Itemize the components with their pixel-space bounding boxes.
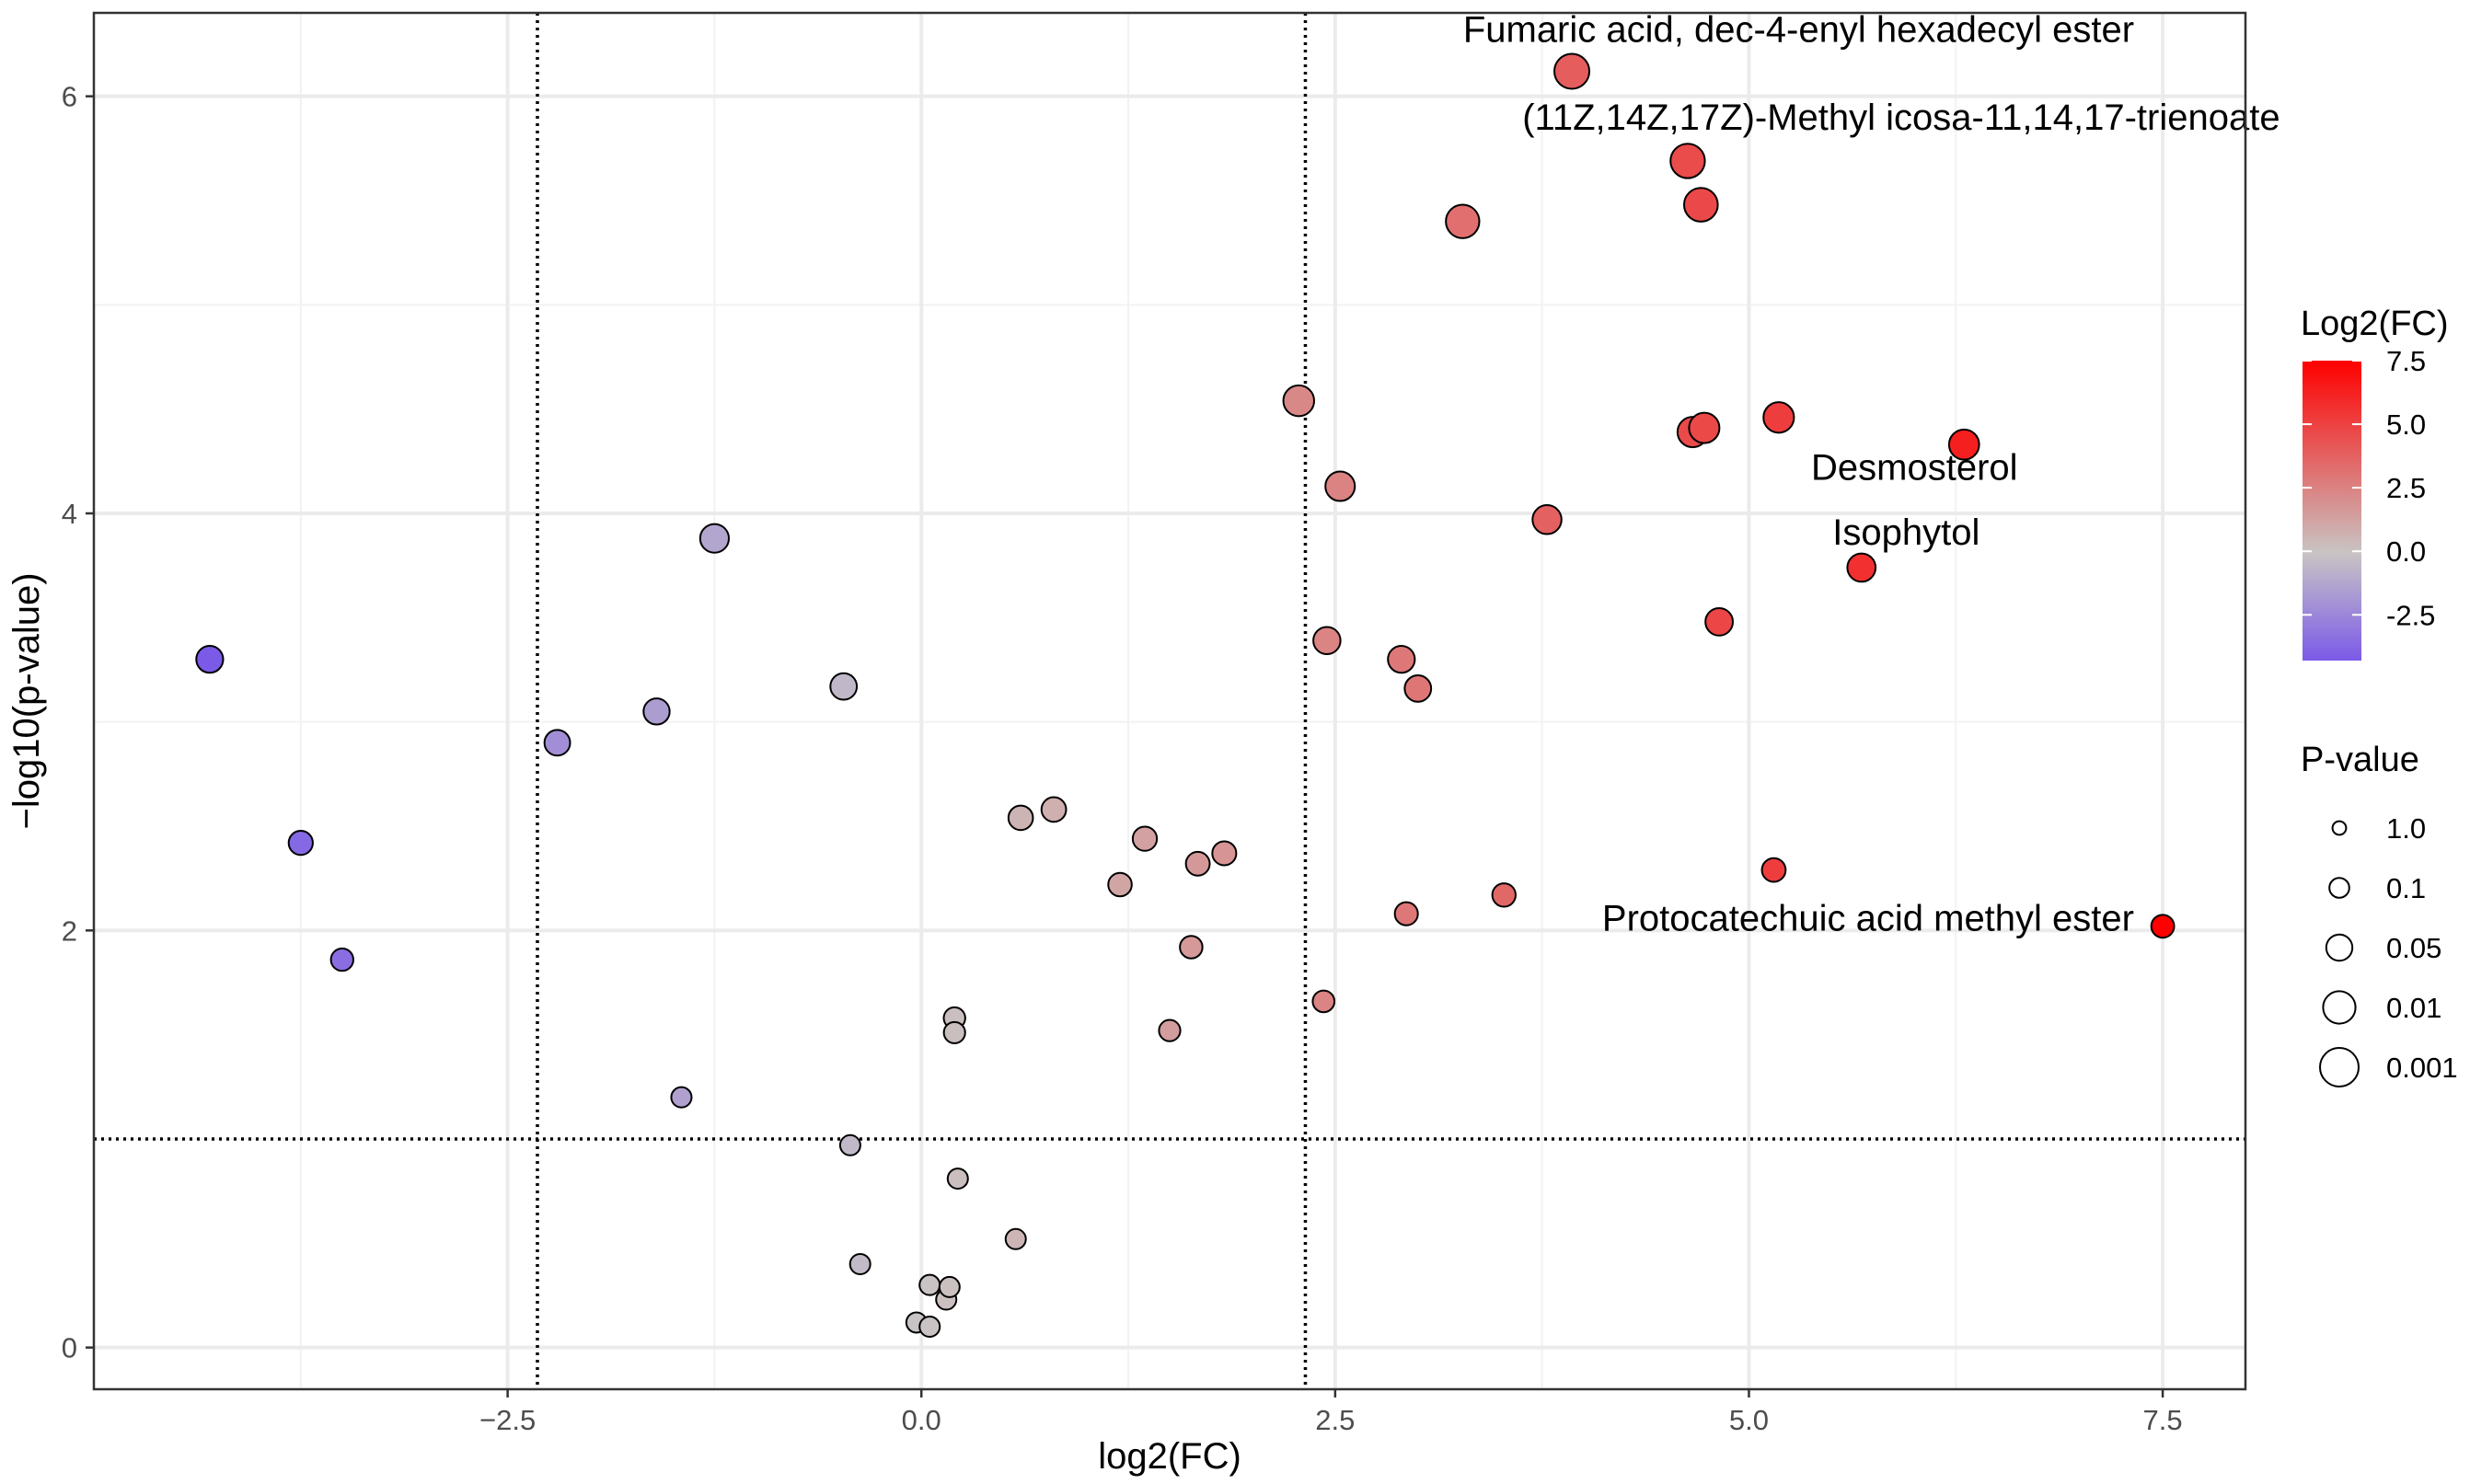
data-point [1311, 989, 1336, 1014]
y-tick-label: 0 [62, 1332, 77, 1364]
y-axis: 0 2 4 6 [62, 81, 94, 1364]
data-points [195, 52, 2176, 1338]
size-legend-key [2325, 933, 2354, 962]
data-point [1040, 796, 1068, 823]
data-point [642, 697, 671, 726]
data-point [918, 1273, 941, 1296]
data-point [838, 1133, 861, 1156]
data-point [1007, 804, 1034, 832]
data-point [1107, 871, 1133, 898]
data-point [1387, 645, 1416, 674]
data-point [1312, 626, 1342, 656]
x-tick-label: 5.0 [1729, 1404, 1769, 1436]
threshold-lines [94, 13, 2245, 1389]
size-legend-entries: 1.0 0.1 0.05 0.01 0.001 [2319, 812, 2458, 1087]
size-legend-title: P-value [2301, 741, 2419, 779]
color-legend-ticks: 7.5 5.0 2.5 0.0 -2.5 [2303, 345, 2435, 631]
data-point [829, 672, 859, 701]
data-point [1179, 935, 1204, 960]
x-axis-title: log2(FC) [1098, 1436, 1241, 1477]
y-tick-label: 6 [62, 81, 77, 113]
data-point-labelled [2150, 914, 2176, 939]
data-point [1282, 384, 1315, 418]
data-point-labelled [1553, 52, 1591, 90]
color-legend-title: Log2(FC) [2301, 305, 2449, 343]
data-point [1704, 606, 1735, 637]
data-point [195, 645, 225, 674]
data-point [848, 1253, 871, 1275]
data-point [287, 830, 314, 857]
color-legend-bar [2303, 361, 2361, 661]
size-legend: P-value 1.0 0.1 0.05 0.01 0.001 [2301, 741, 2458, 1087]
plot-panel: Fumaric acid, dec-4-enyl hexadecyl ester… [92, 10, 2280, 1391]
data-point [1393, 901, 1419, 926]
point-labels: Fumaric acid, dec-4-enyl hexadecyl ester… [1463, 10, 2280, 939]
point-annotation: Protocatechuic acid methyl ester [1602, 898, 2134, 938]
data-point [946, 1168, 969, 1191]
x-tick-label: 7.5 [2143, 1404, 2183, 1436]
point-annotation: Fumaric acid, dec-4-enyl hexadecyl ester [1463, 10, 2134, 51]
major-gridlines [94, 13, 2245, 1389]
color-legend-label: 2.5 [2386, 472, 2426, 504]
size-legend-label: 0.001 [2386, 1052, 2458, 1084]
data-point [698, 523, 731, 554]
x-axis: −2.5 0.0 2.5 5.0 7.5 [479, 1389, 2183, 1436]
data-point [1445, 203, 1481, 239]
y-tick-label: 2 [62, 915, 77, 947]
data-point [1324, 470, 1356, 502]
data-point-labelled [1846, 552, 1877, 583]
color-legend: Log2(FC) 7.5 5.0 2.5 0.0 -2.5 [2301, 305, 2449, 661]
data-point [1682, 187, 1719, 223]
size-legend-label: 1.0 [2386, 812, 2426, 845]
size-legend-label: 0.1 [2386, 872, 2426, 904]
color-legend-label: -2.5 [2386, 599, 2435, 631]
point-annotation: Isophytol [1832, 512, 1979, 553]
x-tick-label: −2.5 [479, 1404, 536, 1436]
color-legend-label: 5.0 [2386, 408, 2426, 441]
size-legend-label: 0.01 [2386, 992, 2441, 1024]
panel-border [92, 11, 2247, 1391]
data-point [1403, 674, 1433, 703]
size-legend-key [2331, 820, 2348, 836]
point-annotation: (11Z,14Z,17Z)-Methyl icosa-11,14,17-trie… [1522, 98, 2280, 138]
data-point [942, 1020, 966, 1044]
y-tick-label: 4 [62, 498, 77, 530]
data-point-labelled [1947, 428, 1980, 461]
data-point [543, 729, 571, 757]
data-point [329, 947, 354, 972]
data-point [1211, 840, 1238, 867]
panel-background [94, 13, 2245, 1389]
data-point-labelled [1669, 143, 1706, 179]
point-annotation: Desmosterol [1811, 448, 2018, 489]
data-point [1531, 504, 1563, 535]
data-point [918, 1316, 941, 1338]
x-tick-label: 0.0 [902, 1404, 941, 1436]
data-point [1688, 411, 1721, 444]
data-point [938, 1275, 961, 1298]
color-legend-label: 0.0 [2386, 535, 2426, 568]
data-point [1762, 401, 1795, 434]
size-legend-key [2319, 1047, 2360, 1087]
y-axis-title: −log10(p-value) [6, 572, 47, 829]
color-legend-label: 7.5 [2386, 345, 2426, 377]
data-point [1491, 882, 1517, 908]
data-point [1004, 1227, 1027, 1250]
data-point [1184, 850, 1211, 877]
data-point [1158, 1018, 1182, 1042]
data-point [670, 1086, 693, 1109]
size-legend-key [2328, 877, 2350, 899]
size-legend-key [2322, 990, 2357, 1025]
data-point [1131, 825, 1159, 852]
data-point [1760, 857, 1787, 883]
x-tick-label: 2.5 [1315, 1404, 1355, 1436]
size-legend-label: 0.05 [2386, 932, 2441, 964]
